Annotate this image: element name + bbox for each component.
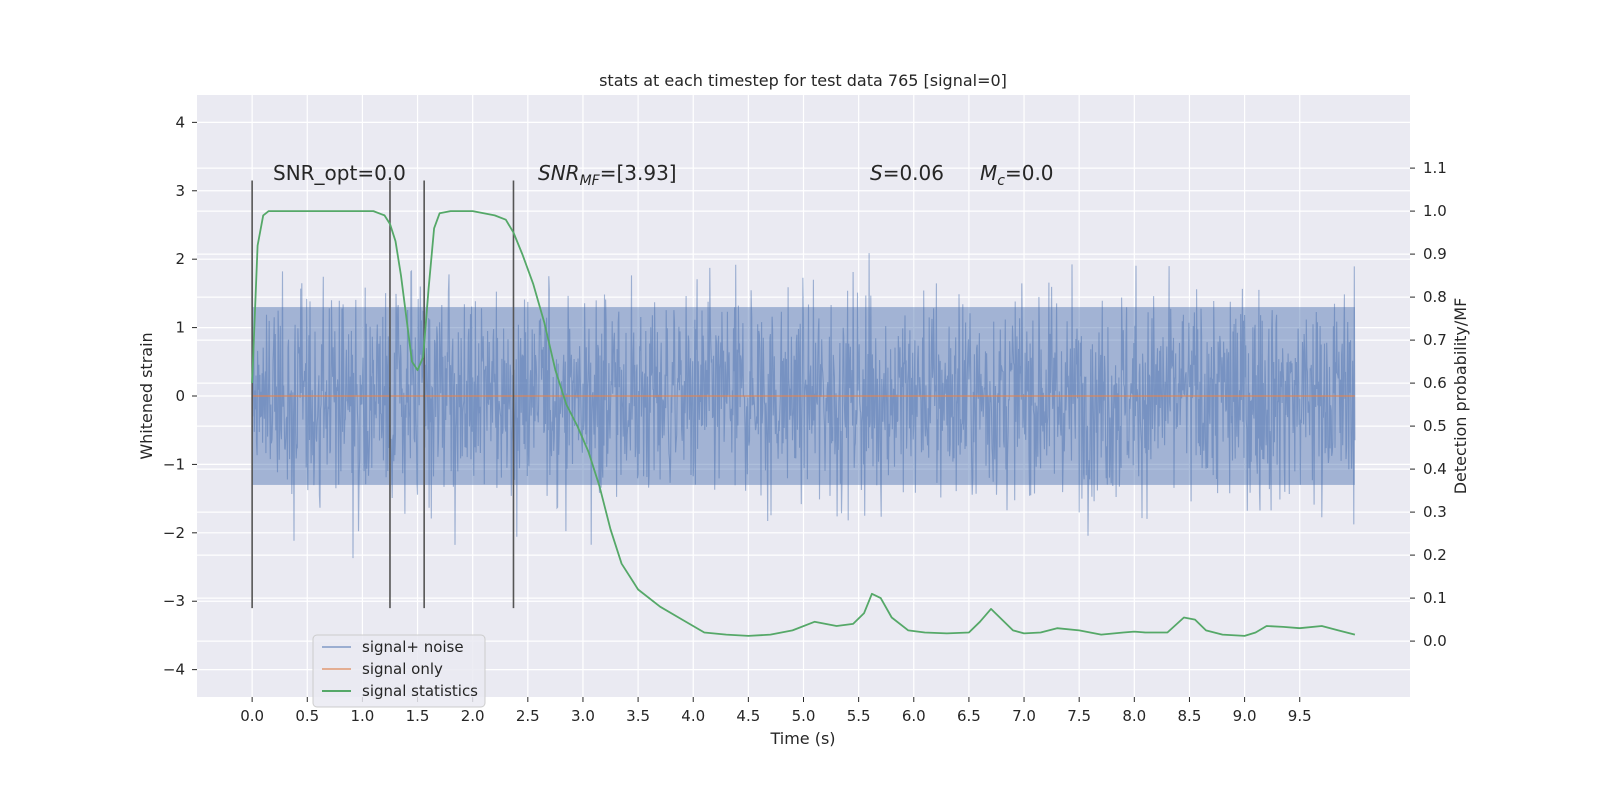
y-tick-label: 1 bbox=[175, 319, 185, 337]
y-right-axis-label: Detection probability/MF bbox=[1451, 298, 1470, 495]
x-tick-label: 9.5 bbox=[1288, 707, 1312, 725]
x-tick-label: 1.5 bbox=[406, 707, 430, 725]
y-right-tick-label: 1.0 bbox=[1423, 202, 1447, 220]
y-tick-label: 3 bbox=[175, 182, 185, 200]
x-tick-label: 3.5 bbox=[626, 707, 650, 725]
series-signal-statistics bbox=[251, 210, 1356, 637]
y-right-axis-ticks: 0.0 0.1 0.2 0.3 0.4 0.5 0.6 0.7 0.8 0.9 1.0 1.1 bbox=[1410, 159, 1447, 650]
legend-label-signal-plus-noise: signal+ noise bbox=[362, 638, 464, 656]
x-tick-label: 5.0 bbox=[792, 707, 816, 725]
y-right-tick-label: 0.8 bbox=[1423, 288, 1447, 306]
legend-label-signal-statistics: signal statistics bbox=[362, 682, 478, 700]
y-tick-label: −1 bbox=[163, 455, 185, 473]
annotation-s-value: =0.06 bbox=[883, 161, 944, 185]
x-tick-label: 7.0 bbox=[1012, 707, 1036, 725]
x-axis-ticks: 0.0 0.5 1.0 1.5 2.0 2.5 3.0 3.5 4.0 4.5 5.0 5.5 6.0 6… bbox=[240, 697, 1312, 725]
x-tick-label: 0.5 bbox=[295, 707, 319, 725]
annotation-mc-subscript: c bbox=[997, 173, 1005, 189]
chart-title: stats at each timestep for test data 765… bbox=[599, 71, 1007, 90]
x-tick-label: 4.5 bbox=[736, 707, 760, 725]
x-tick-label: 2.0 bbox=[461, 707, 485, 725]
x-tick-label: 1.0 bbox=[350, 707, 374, 725]
signal-statistics-line bbox=[251, 210, 1356, 637]
legend-box bbox=[312, 634, 486, 708]
annotation-snr-mf-value: =[3.93] bbox=[600, 161, 677, 185]
y-right-tick-label: 0.7 bbox=[1423, 331, 1447, 349]
annotation-mc-value: =0.0 bbox=[1005, 161, 1054, 185]
annotation-mc: Mc=0.0 bbox=[980, 161, 1054, 189]
y-right-tick-label: 0.6 bbox=[1423, 374, 1447, 392]
x-tick-label: 6.0 bbox=[902, 707, 926, 725]
annotation-s: S=0.06 bbox=[870, 161, 944, 185]
x-tick-label: 3.0 bbox=[571, 707, 595, 725]
y-axis-label: Whitened strain bbox=[137, 332, 156, 459]
y-right-tick-label: 0.4 bbox=[1423, 460, 1447, 478]
x-axis-label: Time (s) bbox=[769, 729, 835, 748]
x-tick-label: 4.0 bbox=[681, 707, 705, 725]
y-axis-ticks: −4 −3 −2 −1 0 1 2 3 4 bbox=[163, 113, 197, 679]
y-tick-label: 0 bbox=[175, 387, 185, 405]
y-right-tick-label: 1.1 bbox=[1423, 159, 1447, 177]
noise-trace bbox=[251, 253, 1356, 559]
annotation-mc-symbol: M bbox=[980, 161, 997, 185]
annotation-snr-mf-subscript: MF bbox=[580, 173, 601, 189]
y-right-tick-label: 0.0 bbox=[1423, 632, 1447, 650]
x-tick-label: 8.0 bbox=[1122, 707, 1146, 725]
x-tick-label: 2.5 bbox=[516, 707, 540, 725]
x-tick-label: 9.0 bbox=[1233, 707, 1257, 725]
y-tick-label: −3 bbox=[163, 592, 185, 610]
annotation-s-symbol: S bbox=[870, 161, 883, 185]
vertical-markers bbox=[251, 180, 515, 609]
annotation-snr-mf-symbol: SNR bbox=[538, 161, 580, 185]
y-right-tick-label: 0.1 bbox=[1423, 589, 1447, 607]
x-tick-label: 7.5 bbox=[1067, 707, 1091, 725]
x-tick-label: 5.5 bbox=[847, 707, 871, 725]
x-tick-label: 8.5 bbox=[1178, 707, 1202, 725]
annotation-snr-mf: SNRMF=[3.93] bbox=[538, 161, 677, 189]
y-right-tick-label: 0.2 bbox=[1423, 546, 1447, 564]
y-tick-label: 2 bbox=[175, 250, 185, 268]
y-tick-label: −2 bbox=[163, 524, 185, 542]
y-tick-label: −4 bbox=[163, 661, 185, 679]
y-tick-label: 4 bbox=[175, 113, 185, 131]
y-right-tick-label: 0.3 bbox=[1423, 503, 1447, 521]
annotation-snr-opt: SNR_opt=0.0 bbox=[273, 161, 406, 185]
x-tick-label: 6.5 bbox=[957, 707, 981, 725]
x-tick-label: 0.0 bbox=[240, 707, 264, 725]
legend-label-signal-only: signal only bbox=[362, 660, 443, 678]
legend: signal+ noise signal only signal statist… bbox=[312, 634, 486, 708]
y-right-tick-label: 0.9 bbox=[1423, 245, 1447, 263]
y-right-tick-label: 0.5 bbox=[1423, 417, 1447, 435]
